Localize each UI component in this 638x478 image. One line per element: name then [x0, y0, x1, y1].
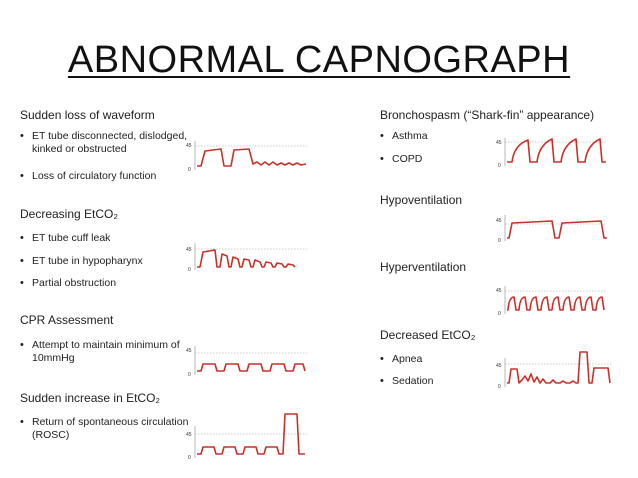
bullet-cuff-leak: ET tube cuff leak	[20, 232, 207, 245]
waveform-hyperventilation: 45 0	[496, 286, 607, 317]
axis-label-45: 45	[496, 140, 502, 146]
heading-decreased-etco2: Decreased EtCO₂	[380, 328, 476, 342]
bullet-loss-circulatory: Loss of circulatory function	[20, 170, 207, 183]
axis-label-0: 0	[188, 372, 191, 378]
axis-label-0: 0	[498, 384, 501, 390]
waveform-decreased-etco2: 45 0	[496, 351, 611, 390]
bullet-asthma: Asthma	[380, 130, 502, 143]
bullet-attempt-10mmhg: Attempt to maintain minimum of 10mmHg	[20, 339, 192, 365]
waveform-line	[507, 220, 607, 239]
axis-label-45: 45	[496, 218, 502, 224]
axis-label-45: 45	[186, 247, 192, 253]
waveform-line	[507, 296, 605, 311]
heading-bronchospasm: Bronchospasm (“Shark-fin” appearance)	[380, 108, 595, 122]
waveform-hypoventilation: 45 0	[496, 215, 607, 244]
waveform-sudden-loss: 45 0	[186, 141, 307, 173]
axis-label-0: 0	[188, 267, 191, 273]
waveform-line	[197, 413, 305, 455]
bullet-et-tube-disconnected: ET tube disconnected, dislodged, kinked …	[20, 130, 207, 156]
axis-label-45: 45	[186, 432, 192, 438]
axis-label-0: 0	[498, 238, 501, 244]
axis-label-45: 45	[186, 143, 192, 149]
waveform-sudden-increase: 45 0	[186, 413, 307, 461]
axis-label-0: 0	[498, 163, 501, 169]
axis-label-0: 0	[188, 455, 191, 461]
bullet-apnea: Apnea	[380, 353, 502, 366]
axis-label-0: 0	[188, 167, 191, 173]
waveform-line	[507, 351, 611, 384]
waveform-bronchospasm: 45 0	[496, 138, 607, 169]
waveform-line	[197, 148, 307, 167]
bullet-sedation: Sedation	[380, 375, 502, 388]
waveform-line	[197, 363, 306, 372]
heading-decreasing-etco2: Decreasing EtCO₂	[20, 207, 119, 221]
axis-label-0: 0	[498, 311, 501, 317]
heading-hyperventilation: Hyperventilation	[380, 260, 467, 274]
waveform-decreasing-etco2: 45 0	[186, 243, 307, 273]
bullet-rosc: Return of spontaneous circulation (ROSC)	[20, 416, 192, 442]
bullet-copd: COPD	[380, 153, 502, 166]
waveform-line	[507, 138, 606, 163]
bullet-partial-obstruction: Partial obstruction	[20, 277, 207, 290]
slide-title: ABNORMAL CAPNOGRAPH	[67, 39, 571, 81]
waveform-line	[197, 249, 296, 268]
axis-label-45: 45	[186, 348, 192, 354]
waveform-cpr: 45 0	[186, 346, 307, 378]
heading-hypoventilation: Hypoventilation	[380, 193, 463, 207]
heading-sudden-loss: Sudden loss of waveform	[20, 108, 155, 122]
axis-label-45: 45	[496, 288, 502, 294]
axis-label-45: 45	[496, 363, 502, 369]
heading-cpr-assessment: CPR Assessment	[20, 313, 114, 327]
bullet-hypopharynx: ET tube in hypopharynx	[20, 255, 207, 268]
heading-sudden-increase: Sudden increase in EtCO₂	[20, 391, 161, 405]
